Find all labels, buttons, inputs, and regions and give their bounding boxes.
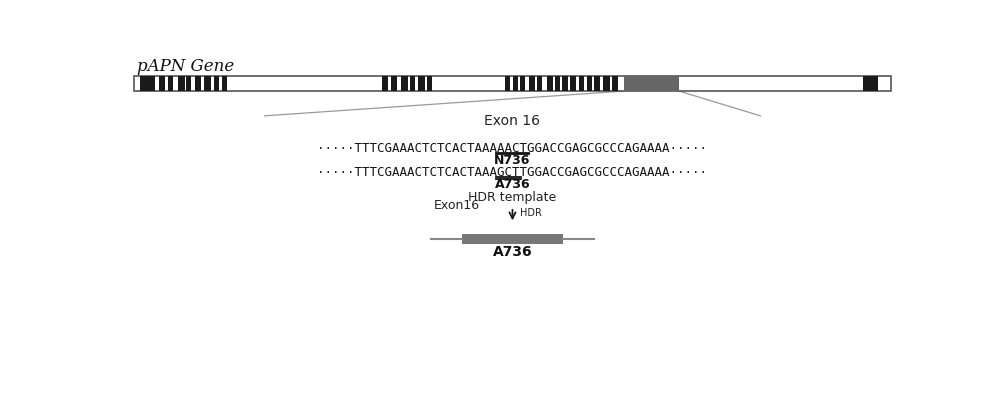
Bar (178, 76, 185, 91)
Bar (391, 76, 397, 91)
Text: A736: A736 (495, 178, 530, 191)
Bar (570, 76, 576, 91)
Text: ·····TTTCGAAACTCTCACTAAAAACTGGACCGAGCGCCCAGAAAA·····: ·····TTTCGAAACTCTCACTAAAAACTGGACCGAGCGCC… (318, 142, 708, 155)
Bar (410, 76, 415, 91)
Bar (382, 76, 388, 91)
Bar (222, 76, 227, 91)
Bar (603, 76, 610, 91)
Text: HDR template: HDR template (468, 191, 557, 204)
Bar (140, 76, 155, 91)
Bar (624, 76, 679, 91)
Text: ·····TTTCGAAACTCTCACTAAAGCTTGGACCGAGCGCCCAGAAAA·····: ·····TTTCGAAACTCTCACTAAAGCTTGGACCGAGCGCC… (318, 166, 708, 179)
Bar (594, 76, 600, 91)
Bar (401, 76, 408, 91)
Bar (427, 76, 432, 91)
Bar (612, 76, 618, 91)
Text: A736: A736 (493, 245, 532, 259)
Bar (512, 76, 518, 91)
Bar (195, 76, 201, 91)
Bar (587, 76, 592, 91)
Bar (529, 76, 535, 91)
Bar (520, 76, 525, 91)
Bar (134, 76, 891, 91)
Bar (186, 76, 191, 91)
Bar (555, 76, 560, 91)
Bar (214, 76, 219, 91)
Text: Exon16: Exon16 (434, 198, 480, 211)
Bar (159, 76, 165, 91)
Bar (168, 76, 173, 91)
Text: pAPN Gene: pAPN Gene (137, 58, 234, 75)
Bar (204, 76, 211, 91)
Bar (505, 76, 510, 91)
Text: N736: N736 (494, 154, 531, 167)
Bar (562, 76, 568, 91)
Bar (418, 76, 425, 91)
Text: Exon 16: Exon 16 (484, 114, 540, 128)
Text: HDR: HDR (520, 208, 542, 218)
Bar (579, 76, 584, 91)
Bar (462, 234, 563, 244)
Bar (537, 76, 542, 91)
Bar (547, 76, 553, 91)
Bar (863, 76, 878, 91)
